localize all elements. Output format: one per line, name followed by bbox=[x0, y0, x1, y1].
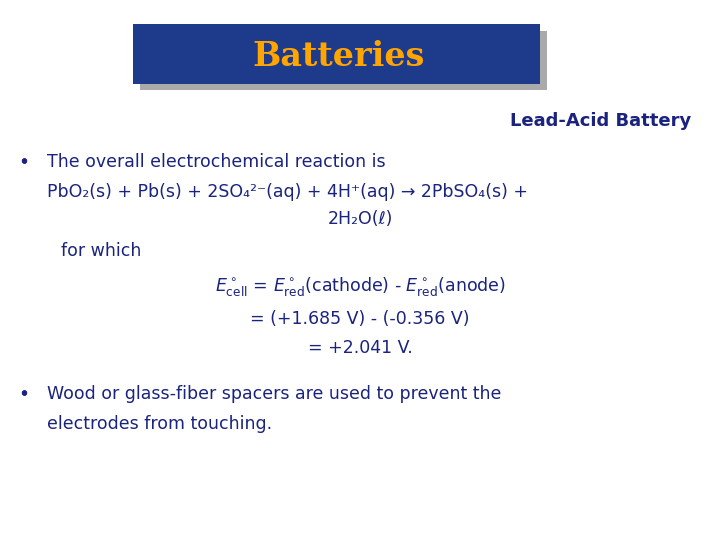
Text: Lead-Acid Battery: Lead-Acid Battery bbox=[510, 112, 691, 131]
Text: for which: for which bbox=[61, 242, 142, 260]
FancyBboxPatch shape bbox=[140, 31, 547, 90]
Text: •: • bbox=[18, 384, 29, 404]
FancyBboxPatch shape bbox=[133, 24, 540, 84]
Text: electrodes from touching.: electrodes from touching. bbox=[47, 415, 272, 433]
Text: = (+1.685 V) - (-0.356 V): = (+1.685 V) - (-0.356 V) bbox=[251, 309, 469, 328]
Text: PbO₂(s) + Pb(s) + 2SO₄²⁻(aq) + 4H⁺(aq) → 2PbSO₄(s) +: PbO₂(s) + Pb(s) + 2SO₄²⁻(aq) + 4H⁺(aq) →… bbox=[47, 183, 528, 201]
Text: •: • bbox=[18, 152, 29, 172]
Text: The overall electrochemical reaction is: The overall electrochemical reaction is bbox=[47, 153, 385, 171]
Text: Wood or glass-fiber spacers are used to prevent the: Wood or glass-fiber spacers are used to … bbox=[47, 385, 501, 403]
Text: $E^\circ_{\mathrm{cell}}$ = $E^\circ_{\mathrm{red}}$(cathode) - $E^\circ_{\mathr: $E^\circ_{\mathrm{cell}}$ = $E^\circ_{\m… bbox=[215, 275, 505, 298]
Text: = +2.041 V.: = +2.041 V. bbox=[307, 339, 413, 357]
Text: 2H₂O(ℓ): 2H₂O(ℓ) bbox=[328, 210, 392, 228]
Text: Batteries: Batteries bbox=[252, 40, 425, 73]
